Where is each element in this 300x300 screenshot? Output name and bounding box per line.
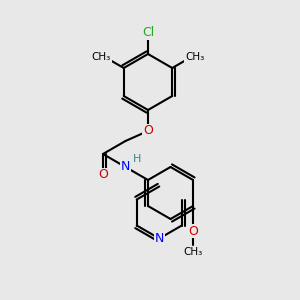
Text: O: O <box>98 169 108 182</box>
Text: CH₃: CH₃ <box>185 52 204 62</box>
Text: CH₃: CH₃ <box>183 247 203 257</box>
Text: O: O <box>143 124 153 137</box>
Text: N: N <box>154 232 164 245</box>
Text: Cl: Cl <box>142 26 154 40</box>
Text: CH₃: CH₃ <box>92 52 111 62</box>
Text: H: H <box>133 154 142 164</box>
Text: O: O <box>188 224 198 238</box>
Text: N: N <box>121 160 130 173</box>
